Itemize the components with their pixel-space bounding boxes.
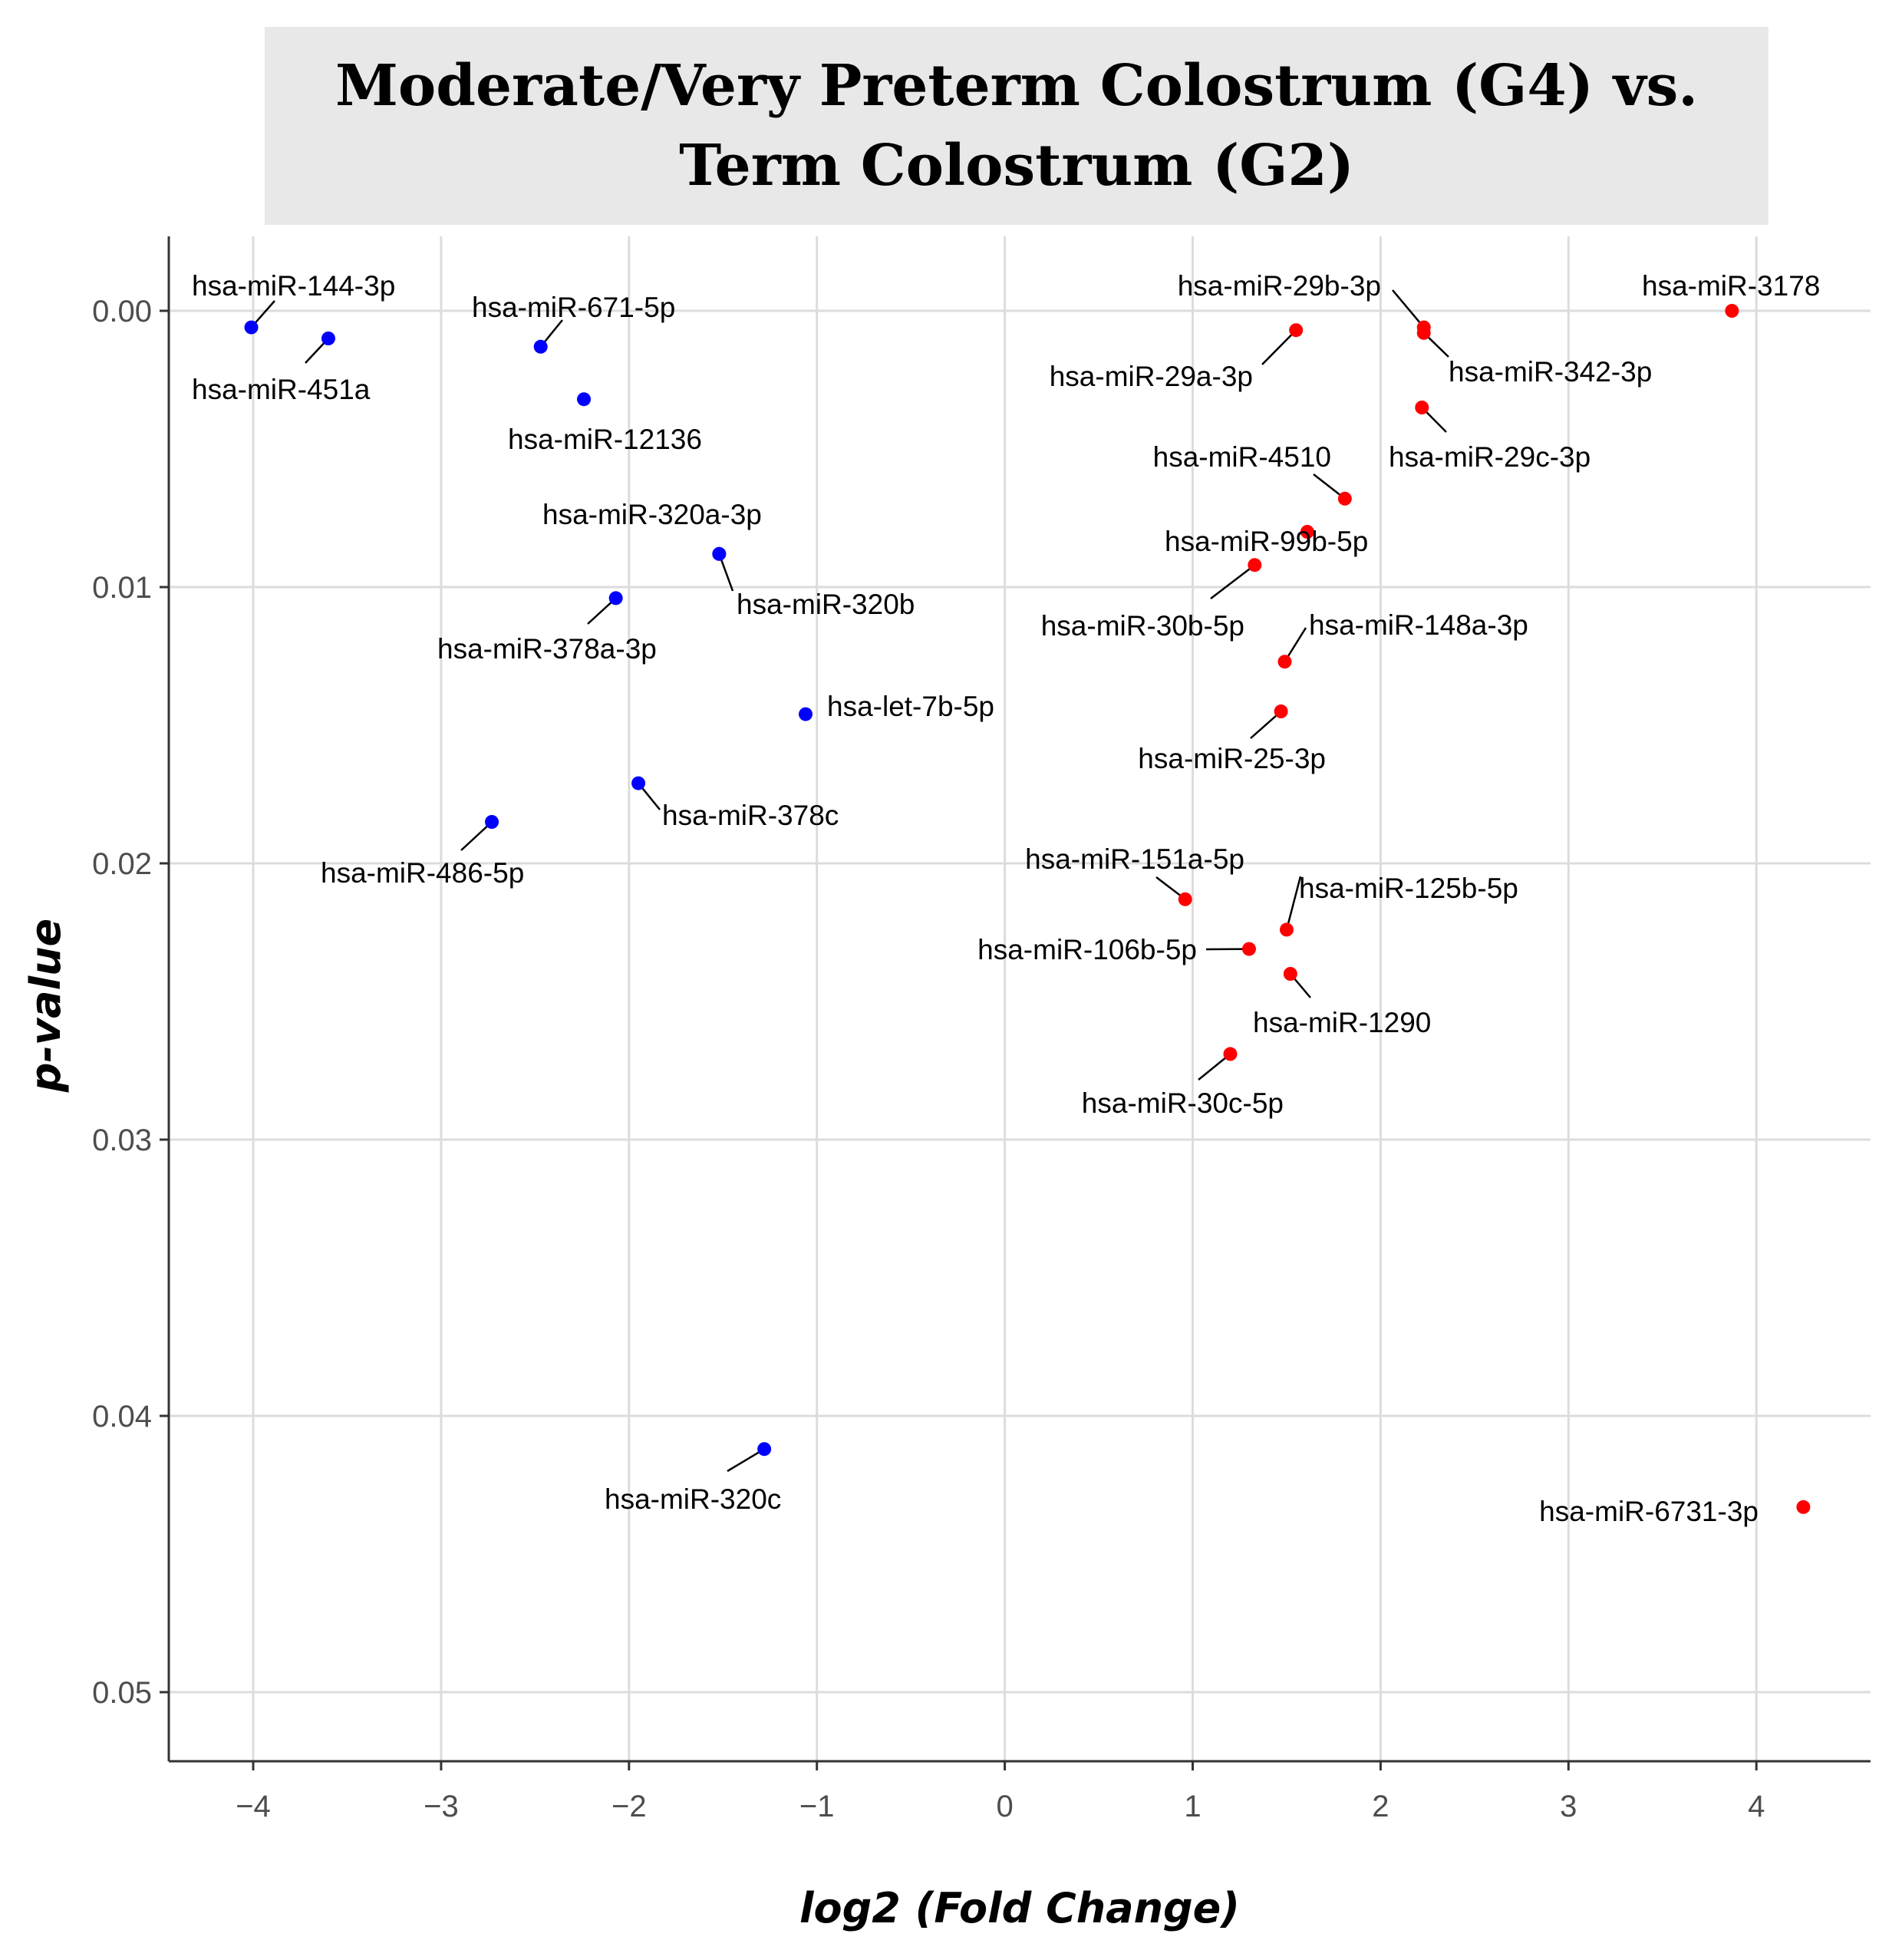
leader-line (1210, 564, 1256, 599)
point-label: hsa-miR-4510 (1153, 441, 1331, 473)
x-tick-label: −2 (611, 1790, 647, 1823)
tick-labels: −4 −3 −2 −1 0 1 2 3 4 0.00 0.01 0.02 0.03 0.04 0.05 (92, 295, 1765, 1823)
point-label: hsa-miR-144-3p (192, 270, 395, 302)
point-label: hsa-miR-451a (192, 374, 371, 405)
chart-title-line-1: Moderate/Very Preterm Colostrum (G4) vs. (335, 53, 1699, 119)
data-point (1416, 325, 1431, 340)
data-point (1223, 1047, 1238, 1061)
axes (167, 236, 1871, 1763)
data-point (1283, 967, 1297, 981)
data-point (1725, 304, 1739, 318)
point-label: hsa-miR-320b (737, 589, 915, 620)
leader-line (1392, 289, 1425, 328)
grid-lines (169, 236, 1871, 1761)
point-label: hsa-miR-106b-5p (977, 934, 1197, 965)
data-point (1796, 1500, 1811, 1514)
data-point (244, 320, 259, 335)
data-point (1248, 558, 1262, 572)
data-point (1279, 922, 1294, 937)
point-label: hsa-miR-148a-3p (1309, 609, 1528, 641)
data-point (1337, 491, 1352, 506)
point-label: hsa-miR-486-5p (321, 857, 524, 889)
point-label: hsa-miR-378a-3p (437, 633, 657, 665)
data-point (1277, 655, 1292, 669)
x-tick-label: 0 (996, 1790, 1013, 1823)
point-label: hsa-miR-3178 (1642, 270, 1820, 302)
x-tick-label: −1 (799, 1790, 835, 1823)
point-label: hsa-miR-6731-3p (1539, 1496, 1759, 1527)
data-point (608, 591, 623, 605)
data-point (1241, 942, 1256, 956)
leader-line (460, 821, 493, 851)
point-label: hsa-miR-25-3p (1138, 743, 1326, 774)
point-label: hsa-miR-320a-3p (542, 499, 762, 530)
point-label: hsa-miR-30c-5p (1082, 1087, 1284, 1119)
point-label: hsa-miR-12136 (508, 424, 702, 455)
x-tick-label: −3 (424, 1790, 459, 1823)
point-label: hsa-let-7b-5p (827, 691, 994, 722)
data-point (1178, 892, 1192, 906)
point-label: hsa-miR-29c-3p (1389, 441, 1590, 473)
point-label: hsa-miR-378c (662, 800, 839, 831)
chart-title-box: Moderate/Very Preterm Colostrum (G4) vs.… (265, 27, 1768, 225)
point-label: hsa-miR-29b-3p (1178, 270, 1381, 302)
leader-line (1261, 329, 1297, 365)
y-tick-label: 0.00 (92, 295, 152, 328)
point-label: hsa-miR-320c (605, 1483, 781, 1515)
data-point (577, 392, 592, 407)
point-label: hsa-miR-1290 (1253, 1007, 1431, 1038)
y-tick-label: 0.05 (92, 1676, 152, 1710)
x-tick-label: 2 (1372, 1790, 1389, 1823)
data-point (631, 776, 646, 790)
y-axis-title: p-value (21, 919, 70, 1093)
y-tick-label: 0.04 (92, 1400, 152, 1434)
y-tick-label: 0.02 (92, 847, 152, 881)
data-point (533, 339, 548, 354)
data-point (799, 707, 813, 721)
x-tick-label: 1 (1184, 1790, 1201, 1823)
data-points (244, 304, 1811, 1514)
leader-line (1285, 876, 1302, 930)
point-label: hsa-miR-29a-3p (1050, 361, 1253, 392)
x-axis-title: log2 (Fold Change) (799, 1884, 1240, 1932)
x-tick-label: 4 (1748, 1790, 1765, 1823)
data-point (757, 1442, 772, 1457)
data-point (1274, 704, 1288, 718)
leader-line (727, 1448, 765, 1473)
y-tick-label: 0.01 (92, 571, 152, 605)
data-point (485, 815, 499, 829)
chart-title-line-2: Term Colostrum (G2) (679, 133, 1354, 199)
data-point (1289, 323, 1304, 338)
point-label: hsa-miR-342-3p (1449, 356, 1652, 388)
point-label: hsa-miR-30b-5p (1041, 610, 1244, 642)
point-label: hsa-miR-151a-5p (1025, 843, 1244, 875)
data-point (321, 332, 335, 345)
point-label: hsa-miR-125b-5p (1299, 873, 1518, 904)
point-label: hsa-miR-99b-5p (1165, 526, 1368, 557)
point-label: hsa-miR-671-5p (472, 292, 675, 323)
x-tick-label: 3 (1560, 1790, 1577, 1823)
x-tick-label: −4 (236, 1790, 271, 1823)
data-point (712, 546, 727, 561)
data-point (1415, 401, 1429, 414)
point-labels: hsa-miR-144-3p hsa-miR-451a hsa-miR-671-5p… (192, 270, 1820, 1527)
y-tick-label: 0.03 (92, 1124, 152, 1157)
data-point (1300, 525, 1314, 539)
